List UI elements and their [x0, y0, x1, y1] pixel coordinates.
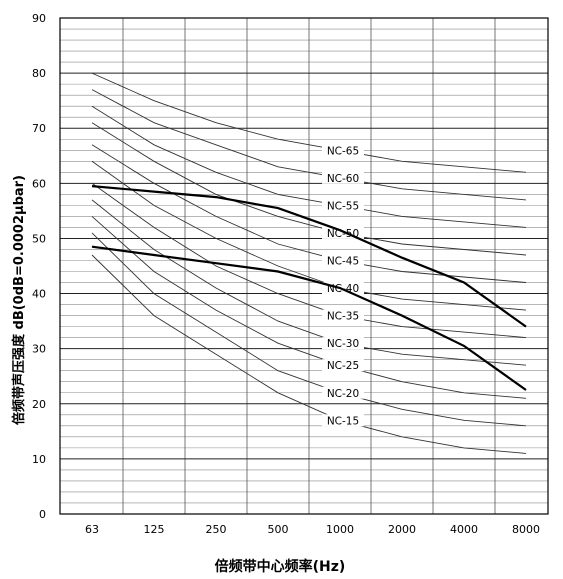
y-tick-label: 40 [32, 288, 46, 301]
x-tick-label: 2000 [388, 523, 416, 536]
nc-curve-line [91, 72, 527, 173]
y-tick-label: 0 [39, 508, 46, 521]
nc-curve-label-bg [322, 309, 364, 322]
nc-curve-line [91, 232, 527, 427]
nc-curve-label-bg [322, 386, 364, 399]
x-tick-label: 125 [144, 523, 165, 536]
y-tick-label: 50 [32, 232, 46, 245]
nc-curve-label: NC-45 [327, 255, 359, 267]
x-tick-label: 8000 [512, 523, 540, 536]
nc-curve-label: NC-35 [327, 311, 359, 323]
plot-area [60, 18, 548, 514]
nc-curve-line [91, 89, 527, 201]
x-tick-label: 1000 [326, 523, 354, 536]
nc-curve-line [91, 144, 527, 283]
nc-curve-label: NC-60 [327, 173, 359, 185]
nc-curve-label: NC-50 [327, 228, 359, 240]
y-tick-label: 80 [32, 67, 46, 80]
nc-curve-label: NC-65 [327, 145, 359, 157]
nc-curve-line [91, 160, 527, 311]
y-tick-label: 90 [32, 12, 46, 25]
x-tick-label: 63 [85, 523, 99, 536]
x-tick-label: 4000 [450, 523, 478, 536]
nc-curve-label: NC-25 [327, 360, 359, 372]
nc-curve-label-bg [322, 144, 364, 157]
nc-curve-line [91, 254, 527, 454]
measured-spectrum-line [91, 185, 527, 328]
y-tick-label: 60 [32, 177, 46, 190]
y-axis-label: 倍频带声压强度 dB(0dB=0.0002μbar) [11, 175, 27, 425]
nc-curve-label: NC-20 [327, 388, 359, 400]
nc-curve-label-bg [322, 359, 364, 372]
nc-curve-label-bg [322, 171, 364, 184]
nc-curve-label-bg [322, 199, 364, 212]
x-tick-label: 500 [268, 523, 289, 536]
nc-curve-line [91, 182, 527, 339]
nc-curve-label: NC-30 [327, 338, 359, 350]
y-tick-label: 70 [32, 122, 46, 135]
nc-curve-line [91, 216, 527, 399]
y-axis-label-box: 倍频带声压强度 dB(0dB=0.0002μbar) [11, 175, 27, 425]
nc-curve-label: NC-15 [327, 415, 359, 427]
y-tick-label: 10 [32, 453, 46, 466]
y-tick-label: 30 [32, 343, 46, 356]
x-tick-label: 250 [206, 523, 227, 536]
plot-border [59, 17, 549, 515]
nc-curve-label-bg [322, 337, 364, 350]
nc-curve-line [91, 122, 527, 256]
measured-spectrum-line [91, 245, 527, 391]
nc-curve-label-bg [322, 254, 364, 267]
nc-curve-label-bg [322, 414, 364, 427]
nc-curve-line [91, 105, 527, 228]
y-tick-label: 20 [32, 398, 46, 411]
nc-curve-label: NC-55 [327, 200, 359, 212]
x-axis-label: 倍频带中心频率(Hz) [214, 559, 346, 575]
